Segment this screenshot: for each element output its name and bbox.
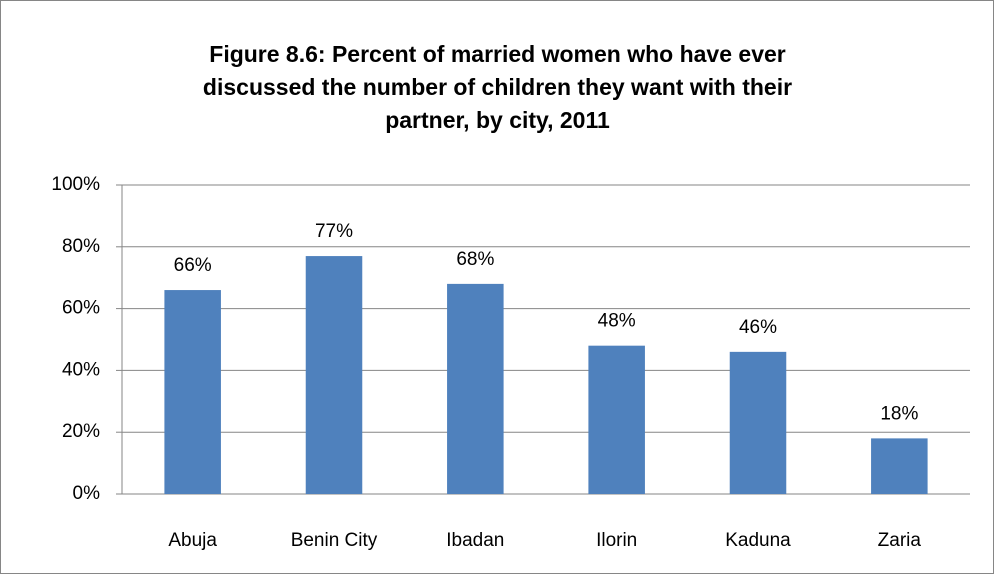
y-tick-label: 100% [51,174,100,195]
data-label: 46% [739,317,777,338]
x-tick-label: Kaduna [725,530,791,551]
data-label: 18% [880,403,918,424]
y-tick-label: 0% [73,483,101,504]
title-box: Figure 8.6: Percent of married women who… [0,38,995,137]
data-label: 48% [598,311,636,332]
bar [447,283,504,494]
y-tick-label: 60% [62,298,100,319]
y-tick-label: 40% [62,359,100,380]
y-tick-label: 80% [62,236,100,257]
x-tick-label: Zaria [878,530,922,551]
data-label: 66% [174,255,212,276]
x-tick-label: Benin City [291,530,378,551]
x-tick-label: Ibadan [446,530,504,551]
bar [305,256,363,494]
chart-title: Figure 8.6: Percent of married women who… [202,41,793,133]
data-label: 77% [315,221,353,242]
bar [729,351,787,494]
bar [871,438,928,494]
bar [164,290,221,494]
x-tick-label: Abuja [168,530,217,551]
y-tick-label: 20% [62,421,100,442]
bar [588,345,645,494]
x-tick-label: Ilorin [596,530,637,551]
data-label: 68% [456,249,494,270]
